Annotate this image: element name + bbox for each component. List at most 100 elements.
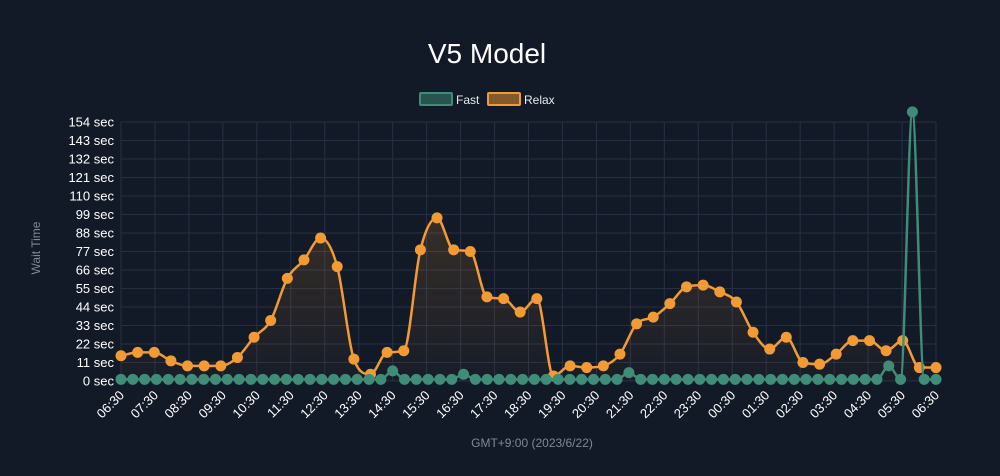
data-point-relax[interactable]: [381, 346, 393, 358]
data-point-relax[interactable]: [714, 286, 726, 298]
data-point-fast[interactable]: [387, 365, 399, 377]
data-point-relax[interactable]: [398, 345, 410, 357]
data-point-fast[interactable]: [800, 373, 812, 385]
data-point-relax[interactable]: [764, 343, 776, 355]
data-point-fast[interactable]: [611, 373, 623, 385]
legend-item-fast[interactable]: Fast: [419, 92, 480, 107]
data-point-fast[interactable]: [540, 373, 552, 385]
data-point-fast[interactable]: [221, 373, 233, 385]
data-point-fast[interactable]: [741, 373, 753, 385]
data-point-relax[interactable]: [215, 360, 227, 372]
data-point-fast[interactable]: [505, 373, 517, 385]
data-point-relax[interactable]: [747, 326, 759, 338]
data-point-fast[interactable]: [930, 373, 942, 385]
data-point-fast[interactable]: [623, 367, 635, 379]
data-point-fast[interactable]: [410, 373, 422, 385]
data-point-fast[interactable]: [198, 373, 210, 385]
data-point-relax[interactable]: [664, 298, 676, 310]
data-point-relax[interactable]: [348, 353, 360, 365]
data-point-fast[interactable]: [434, 373, 446, 385]
data-point-fast[interactable]: [316, 373, 328, 385]
data-point-fast[interactable]: [292, 373, 304, 385]
data-point-relax[interactable]: [248, 331, 260, 343]
data-point-fast[interactable]: [517, 373, 529, 385]
data-point-fast[interactable]: [174, 373, 186, 385]
data-point-fast[interactable]: [765, 373, 777, 385]
data-point-relax[interactable]: [730, 296, 742, 308]
data-point-fast[interactable]: [776, 373, 788, 385]
data-point-fast[interactable]: [280, 373, 292, 385]
data-point-fast[interactable]: [729, 373, 741, 385]
data-point-fast[interactable]: [458, 368, 470, 380]
data-point-relax[interactable]: [132, 346, 144, 358]
data-point-relax[interactable]: [847, 335, 859, 347]
data-point-relax[interactable]: [814, 358, 826, 370]
data-point-fast[interactable]: [139, 373, 151, 385]
data-point-relax[interactable]: [830, 348, 842, 360]
data-point-relax[interactable]: [231, 351, 243, 363]
data-point-fast[interactable]: [469, 373, 481, 385]
data-point-fast[interactable]: [587, 373, 599, 385]
data-point-fast[interactable]: [115, 373, 127, 385]
data-point-fast[interactable]: [493, 373, 505, 385]
data-point-fast[interactable]: [339, 373, 351, 385]
data-point-fast[interactable]: [812, 373, 824, 385]
data-point-relax[interactable]: [198, 360, 210, 372]
data-point-relax[interactable]: [514, 306, 526, 318]
data-point-fast[interactable]: [883, 360, 895, 372]
data-point-relax[interactable]: [281, 272, 293, 284]
data-point-fast[interactable]: [895, 373, 907, 385]
data-point-relax[interactable]: [115, 350, 127, 362]
data-point-relax[interactable]: [165, 355, 177, 367]
data-point-relax[interactable]: [531, 293, 543, 305]
data-point-relax[interactable]: [431, 212, 443, 224]
data-point-fast[interactable]: [209, 373, 221, 385]
data-point-fast[interactable]: [682, 373, 694, 385]
data-point-fast[interactable]: [670, 373, 682, 385]
data-point-relax[interactable]: [315, 232, 327, 244]
data-point-fast[interactable]: [635, 373, 647, 385]
data-point-fast[interactable]: [918, 373, 930, 385]
data-point-relax[interactable]: [464, 246, 476, 257]
data-point-relax[interactable]: [697, 279, 709, 291]
data-point-relax[interactable]: [597, 360, 609, 372]
data-point-fast[interactable]: [576, 373, 588, 385]
data-point-fast[interactable]: [398, 373, 410, 385]
data-point-fast[interactable]: [351, 373, 363, 385]
data-point-fast[interactable]: [717, 373, 729, 385]
data-point-relax[interactable]: [448, 244, 460, 256]
data-point-fast[interactable]: [658, 373, 670, 385]
data-point-fast[interactable]: [328, 373, 340, 385]
data-point-fast[interactable]: [836, 373, 848, 385]
data-point-fast[interactable]: [694, 373, 706, 385]
data-point-fast[interactable]: [162, 373, 174, 385]
data-point-fast[interactable]: [422, 373, 434, 385]
data-point-relax[interactable]: [331, 261, 343, 273]
data-point-fast[interactable]: [753, 373, 765, 385]
data-point-fast[interactable]: [647, 373, 659, 385]
data-point-fast[interactable]: [847, 373, 859, 385]
data-point-fast[interactable]: [245, 373, 257, 385]
data-point-relax[interactable]: [880, 345, 892, 357]
data-point-fast[interactable]: [257, 373, 269, 385]
data-point-relax[interactable]: [182, 360, 194, 372]
data-point-fast[interactable]: [859, 373, 871, 385]
data-point-fast[interactable]: [788, 373, 800, 385]
data-point-relax[interactable]: [148, 346, 160, 358]
data-point-relax[interactable]: [481, 291, 493, 303]
data-point-fast[interactable]: [824, 373, 836, 385]
data-point-relax[interactable]: [298, 254, 310, 266]
data-point-fast[interactable]: [564, 373, 576, 385]
data-point-relax[interactable]: [564, 360, 576, 372]
data-point-relax[interactable]: [647, 311, 659, 323]
data-point-fast[interactable]: [906, 106, 918, 118]
data-point-relax[interactable]: [631, 318, 643, 330]
data-point-fast[interactable]: [706, 373, 718, 385]
data-point-fast[interactable]: [363, 373, 375, 385]
data-point-fast[interactable]: [186, 373, 198, 385]
data-point-relax[interactable]: [930, 362, 942, 374]
data-point-relax[interactable]: [681, 281, 693, 293]
data-point-fast[interactable]: [150, 373, 162, 385]
data-point-relax[interactable]: [614, 348, 626, 360]
data-point-relax[interactable]: [265, 314, 277, 326]
